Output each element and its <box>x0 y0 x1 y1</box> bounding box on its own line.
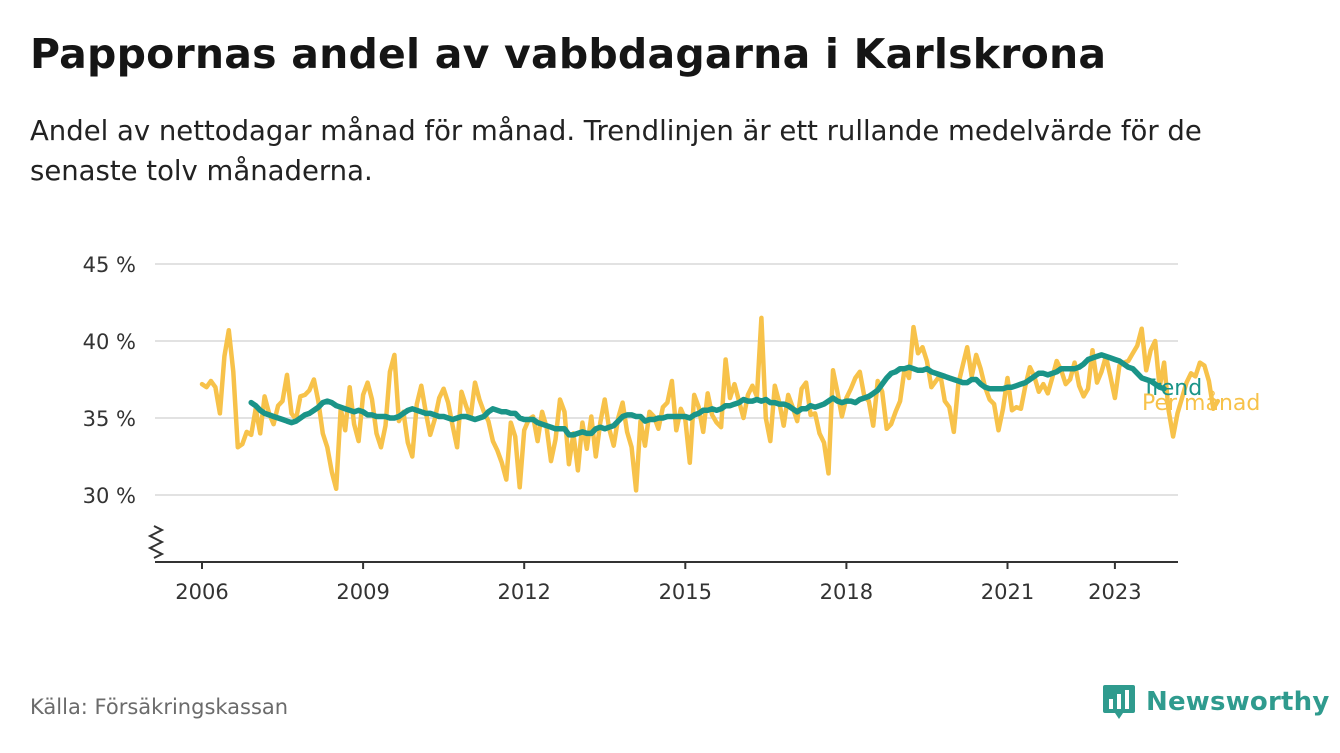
x-tick-label: 2023 <box>1088 580 1141 604</box>
y-tick-label: 35 % <box>83 407 136 431</box>
brand-logo[interactable]: Newsworthy <box>1102 682 1329 722</box>
line-chart: 30 % 35 % 40 % 45 % 2006 2009 2012 2015 2018 2021… <box>83 253 1261 604</box>
x-tick-label: 2012 <box>497 580 550 604</box>
chart-subtitle: Andel av nettodagar månad för månad. Tre… <box>30 115 1202 187</box>
chart-title: Pappornas andel av vabbdagarna i Karlskr… <box>30 30 1107 78</box>
brand-name: Newsworthy <box>1146 687 1330 717</box>
monthly-line <box>199 315 1221 493</box>
axis-break-icon <box>147 525 165 559</box>
source-note: Källa: Försäkringskassan <box>30 695 289 719</box>
legend-monthly: Per månad <box>1142 390 1260 416</box>
y-tick-label: 30 % <box>83 484 136 508</box>
x-tick-label: 2015 <box>659 580 712 604</box>
y-tick-label: 45 % <box>83 253 136 277</box>
chart-logo-icon <box>1103 685 1135 719</box>
x-tick-label: 2009 <box>336 580 389 604</box>
legend-trend: Trend <box>1141 376 1202 401</box>
y-tick-label: 40 % <box>83 330 136 354</box>
trend-line <box>248 352 1167 438</box>
x-tick-label: 2021 <box>981 580 1034 604</box>
x-tick-label: 2018 <box>820 580 873 604</box>
x-tick-label: 2006 <box>175 580 228 604</box>
